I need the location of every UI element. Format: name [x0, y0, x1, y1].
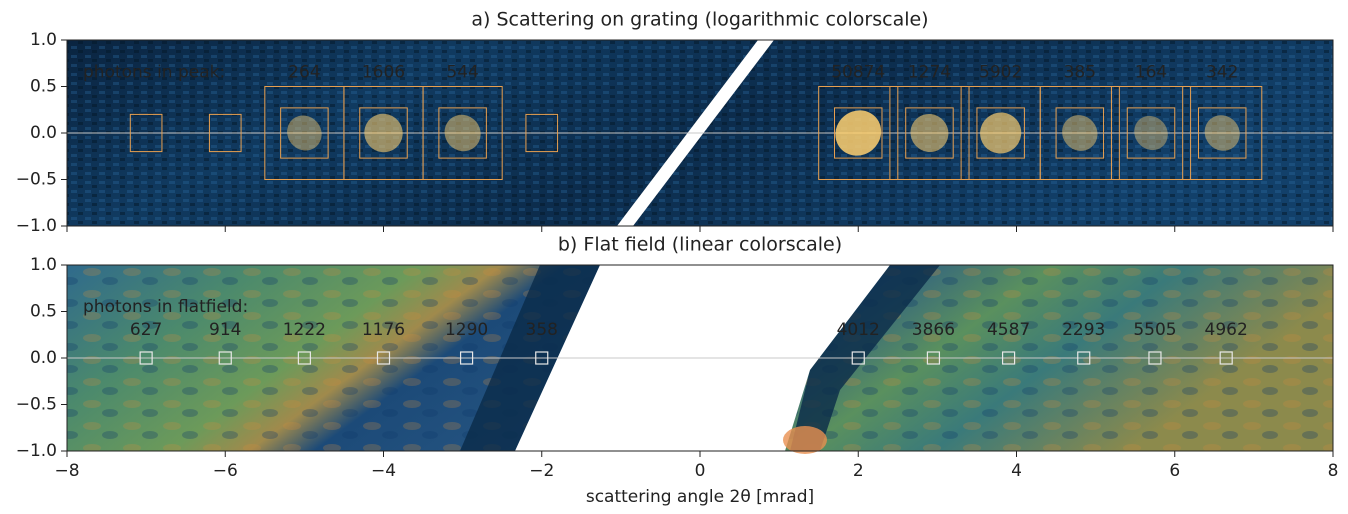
y-tick-label: 0.0 — [30, 123, 57, 143]
peak-box-outer — [1039, 86, 1120, 180]
photon-count: 1222 — [283, 320, 326, 340]
peak-box — [129, 113, 163, 153]
annotation: photons in flatfield: — [83, 297, 248, 317]
photon-count: 4587 — [987, 320, 1030, 340]
x-tick-label: −2 — [529, 461, 554, 481]
y-tick-label: −0.5 — [16, 395, 57, 415]
peak-box-inner — [1197, 107, 1247, 159]
x-tick-label: −8 — [54, 461, 79, 481]
annotation: photons in peak: — [83, 63, 225, 83]
photon-count: 5902 — [979, 63, 1022, 83]
photon-count: 4012 — [837, 320, 880, 340]
peak-box-inner — [1055, 107, 1105, 159]
flat-box — [459, 351, 474, 365]
photon-count: 1274 — [908, 63, 951, 83]
y-tick-label: 1.0 — [30, 30, 57, 50]
peak-spot — [1204, 115, 1240, 151]
peak-spot — [287, 115, 322, 151]
photon-count: 2293 — [1062, 320, 1105, 340]
x-tick-label: 8 — [1328, 461, 1339, 481]
y-tick-label: 0.5 — [30, 77, 57, 97]
panel-title: b) Flat field (linear colorscale) — [558, 234, 842, 256]
y-tick-label: −1.0 — [16, 216, 57, 236]
photon-count: 342 — [1206, 63, 1238, 83]
flat-box — [297, 351, 311, 365]
y-tick-label: 0.0 — [30, 348, 57, 368]
photon-count: 3866 — [912, 320, 955, 340]
photon-count: 5505 — [1133, 320, 1176, 340]
peak-box-inner — [905, 107, 954, 159]
flat-box — [139, 351, 153, 365]
peak-box-inner — [834, 107, 883, 159]
peak-box-inner — [976, 107, 1025, 159]
x-tick-label: 4 — [1011, 461, 1022, 481]
peak-box-inner — [438, 107, 487, 159]
photon-count: 358 — [526, 320, 558, 340]
photon-count: 4962 — [1205, 320, 1248, 340]
peak-box-outer — [1182, 86, 1263, 180]
photon-count: 1290 — [445, 320, 488, 340]
peak-spot — [444, 114, 481, 152]
y-tick-label: 1.0 — [30, 255, 57, 275]
peak-box-inner — [1126, 107, 1176, 159]
hot-spot — [783, 426, 827, 454]
flat-box — [218, 351, 232, 365]
peak-spot — [1062, 115, 1098, 151]
photon-count: 1176 — [362, 320, 405, 340]
x-tick-label: 6 — [1169, 461, 1180, 481]
flat-box — [535, 351, 549, 365]
photon-count: 544 — [446, 63, 478, 83]
y-tick-label: −1.0 — [16, 441, 57, 461]
peak-box-inner — [359, 107, 408, 159]
x-tick-label: −4 — [371, 461, 396, 481]
x-tick-label: 2 — [853, 461, 864, 481]
x-tick-label: 0 — [695, 461, 706, 481]
flat-box — [1219, 351, 1233, 365]
peak-box — [525, 113, 559, 153]
peak-box-inner — [280, 107, 329, 159]
x-axis-label: scattering angle 2θ [mrad] — [586, 487, 814, 507]
flat-box — [926, 351, 941, 365]
panel-b — [67, 265, 1333, 454]
peak-box-outer — [422, 86, 503, 180]
y-tick-label: 0.5 — [30, 302, 57, 322]
photon-count: 164 — [1135, 63, 1167, 83]
peak-box-outer — [889, 86, 970, 180]
flat-box — [1001, 351, 1016, 365]
photon-count: 264 — [288, 63, 320, 83]
photon-count: 385 — [1064, 63, 1096, 83]
photon-count: 914 — [209, 320, 241, 340]
photon-count: 50874 — [831, 63, 885, 83]
peak-spot — [1134, 115, 1168, 151]
flat-box — [851, 351, 865, 365]
panel-title: a) Scattering on grating (logarithmic co… — [471, 9, 928, 31]
peak-box — [208, 113, 242, 153]
photon-count: 1606 — [362, 63, 405, 83]
peak-spot — [835, 110, 882, 156]
peak-spot — [910, 113, 949, 153]
flat-box — [376, 351, 391, 365]
photon-count: 627 — [130, 320, 162, 340]
peak-spot — [364, 113, 403, 153]
peak-spot — [980, 112, 1022, 154]
x-tick-label: −6 — [213, 461, 238, 481]
peak-box-outer — [818, 86, 899, 180]
flat-box — [1077, 351, 1091, 365]
y-tick-label: −0.5 — [16, 170, 57, 190]
peak-box-outer — [1110, 86, 1192, 180]
flat-box — [1148, 351, 1162, 365]
